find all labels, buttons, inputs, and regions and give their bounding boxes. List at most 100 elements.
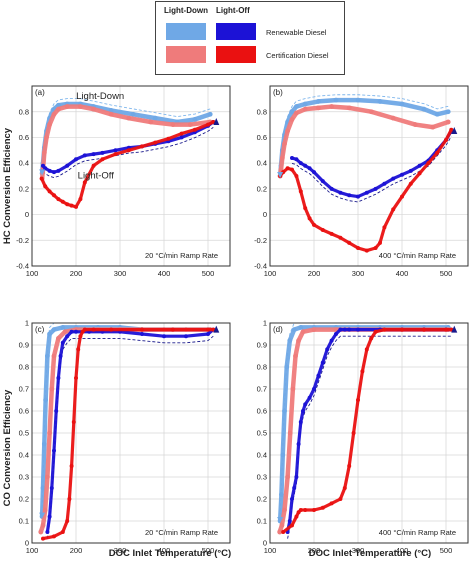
panel-3-series-0-point-12 xyxy=(280,452,286,458)
panel-2-arrow-lightoff xyxy=(213,325,220,333)
panel-2-panel-label: (c) xyxy=(35,325,45,334)
panel-2-series-2-point-0 xyxy=(45,530,50,534)
panel-1-series-3-point-21 xyxy=(417,171,422,176)
legend-header-lightoff: Light-Off xyxy=(216,6,250,15)
panel-1-series-1-point-13 xyxy=(279,155,285,161)
panel-3-series-2-point-18 xyxy=(347,327,352,332)
panel-3-series-3-point-4 xyxy=(298,508,303,512)
panel-3-xtick-label-2: 300 xyxy=(352,546,365,555)
panel-3-series-2-point-14 xyxy=(329,338,334,343)
panel-3-xtick-label-1: 200 xyxy=(308,546,321,555)
panel-0-ytick-label-4: 0.4 xyxy=(19,159,29,168)
panel-1-plot-area xyxy=(270,86,468,266)
panel-3-series-1-point-6 xyxy=(311,327,317,332)
panel-0-curve-label-lightdown: Light-Down xyxy=(76,91,124,102)
panel-1-series-2-point-1 xyxy=(294,157,299,162)
panel-2-ytick-label-5: 0.5 xyxy=(19,429,29,438)
panel-1-series-3-point-11 xyxy=(338,235,343,240)
panel-2-series-1-point-7 xyxy=(62,329,68,335)
panel-2-series-2-point-4 xyxy=(54,409,59,413)
panel-0-series-3-point-2 xyxy=(47,189,52,194)
legend-swatch-cd-lightdown xyxy=(166,46,206,63)
panel-3-panel-label: (d) xyxy=(273,325,283,334)
panel-1-series-1-point-6 xyxy=(329,104,334,109)
panel-3-ytick-label-0: 0 xyxy=(263,539,267,548)
panel-2-xtick-label-3: 400 xyxy=(158,546,171,555)
panel-2-series-3-point-0 xyxy=(41,536,45,541)
panel-2-series-0-point-9 xyxy=(47,331,52,337)
panel-0-series-1-point-1 xyxy=(188,122,193,127)
panel-3-series-3-point-5 xyxy=(303,508,308,512)
legend-swatch-cd-lightoff xyxy=(216,46,256,63)
panel-1-ytick-label-2: 0 xyxy=(263,210,267,219)
panel-2-series-2-point-8 xyxy=(65,334,70,339)
panel-2-series-1-point-8 xyxy=(56,336,61,341)
panel-3-series-0-point-10 xyxy=(284,364,290,370)
panel-3-arrow-lightdown xyxy=(277,517,284,523)
panel-2-series-3-point-4 xyxy=(67,497,72,501)
panel-3-series-2-point-1 xyxy=(287,519,292,523)
panel-1-series-1-point-5 xyxy=(346,105,352,111)
panel-3-series-1-point-11 xyxy=(287,430,293,436)
panel-3-series-1-point-8 xyxy=(296,338,301,343)
panel-3-series-2-point-8 xyxy=(303,402,308,407)
panel-1-series-1-point-12 xyxy=(282,141,287,147)
panel-0-series-3-point-7 xyxy=(69,203,74,208)
panel-1-series-3-point-6 xyxy=(303,206,308,211)
panel-0-series-3-point-3 xyxy=(52,193,56,198)
panel-3-series-3-point-19 xyxy=(400,327,404,332)
panel-0-series-2-point-9 xyxy=(100,150,105,155)
panel-3-frame xyxy=(269,322,469,544)
panel-3-ytick-label-4: 0.4 xyxy=(257,451,267,460)
panel-0-curve-label-lightoff: Light-Off xyxy=(78,171,115,182)
panel-0-xtick-label-3: 400 xyxy=(158,269,171,278)
panel-1-series-2-point-0 xyxy=(290,156,294,160)
panel-3-series-2-point-6 xyxy=(298,420,303,424)
panel-2-ytick-label-3: 0.3 xyxy=(19,473,29,482)
panel-3-series-3-point-1 xyxy=(290,523,294,528)
panel-2-series-2-point-1 xyxy=(47,514,52,519)
panel-1-series-2-point-7 xyxy=(329,186,334,191)
panel-2-series-1-point-14 xyxy=(40,523,46,528)
panel-3-series-3-point-16 xyxy=(369,336,374,341)
panel-1-series-3-point-25 xyxy=(449,127,454,132)
panel-1-series-2-point-17 xyxy=(417,163,422,168)
panel-2-ytick-label-10: 1 xyxy=(25,319,29,328)
panel-2-series-0-point-10 xyxy=(45,353,50,359)
panel-3-series-3-point-20 xyxy=(422,327,426,332)
panel-1-series-0-point-1 xyxy=(434,111,440,117)
panel-2-series-3-point-6 xyxy=(71,420,76,424)
panel-1-series-1-point-0 xyxy=(445,119,451,125)
panel-2-ytick-label-4: 0.4 xyxy=(19,451,29,460)
panel-2-ytick-label-6: 0.6 xyxy=(19,407,29,416)
xlabel-right: DOC Inlet Temperature (°C) xyxy=(309,548,431,559)
panel-0-series-3-point-19 xyxy=(192,127,197,132)
panel-3-series-2-point-15 xyxy=(334,332,338,336)
panel-1-series-0-point-0 xyxy=(445,109,451,115)
panel-1-ytick-label-4: 0.4 xyxy=(257,159,267,168)
panel-0-series-2-point-1 xyxy=(43,166,48,171)
panel-1-series-0-point-3 xyxy=(399,101,405,107)
panel-0-ytick-label-2: 0 xyxy=(25,210,29,219)
panel-2-series-1-point-11 xyxy=(47,430,52,436)
panel-0-series-3-line xyxy=(40,120,215,209)
panel-2-ramp-annotation: 20 °C/min Ramp Rate xyxy=(145,528,218,537)
panel-3-series-0-point-11 xyxy=(282,408,287,414)
panel-2-series-3-point-13 xyxy=(109,327,114,332)
panel-1-series-0-point-10 xyxy=(289,109,295,115)
panel-1-series-0-point-8 xyxy=(302,101,308,107)
xlabel-left: DOC Inlet Temperature (°C) xyxy=(109,548,231,559)
panel-3-series-0-point-13 xyxy=(279,492,284,497)
panel-3-series-3-point-8 xyxy=(329,501,334,506)
panel-3-ytick-label-9: 0.9 xyxy=(257,341,267,350)
panel-1-series-3-point-24 xyxy=(444,138,448,142)
panel-0-series-1-point-6 xyxy=(91,106,96,112)
panel-1-series-3-point-23 xyxy=(435,150,440,155)
panel-0-series-3-point-18 xyxy=(179,131,184,136)
panel-1-series-2-point-8 xyxy=(338,190,343,195)
panel-1-ytick-label-3: 0.2 xyxy=(257,184,267,193)
panel-1-series-1-point-2 xyxy=(412,122,418,127)
panel-0-series-3-point-1 xyxy=(43,184,48,189)
panel-1-series-2-point-2 xyxy=(298,161,303,166)
panel-1-series-3-point-16 xyxy=(378,240,382,245)
